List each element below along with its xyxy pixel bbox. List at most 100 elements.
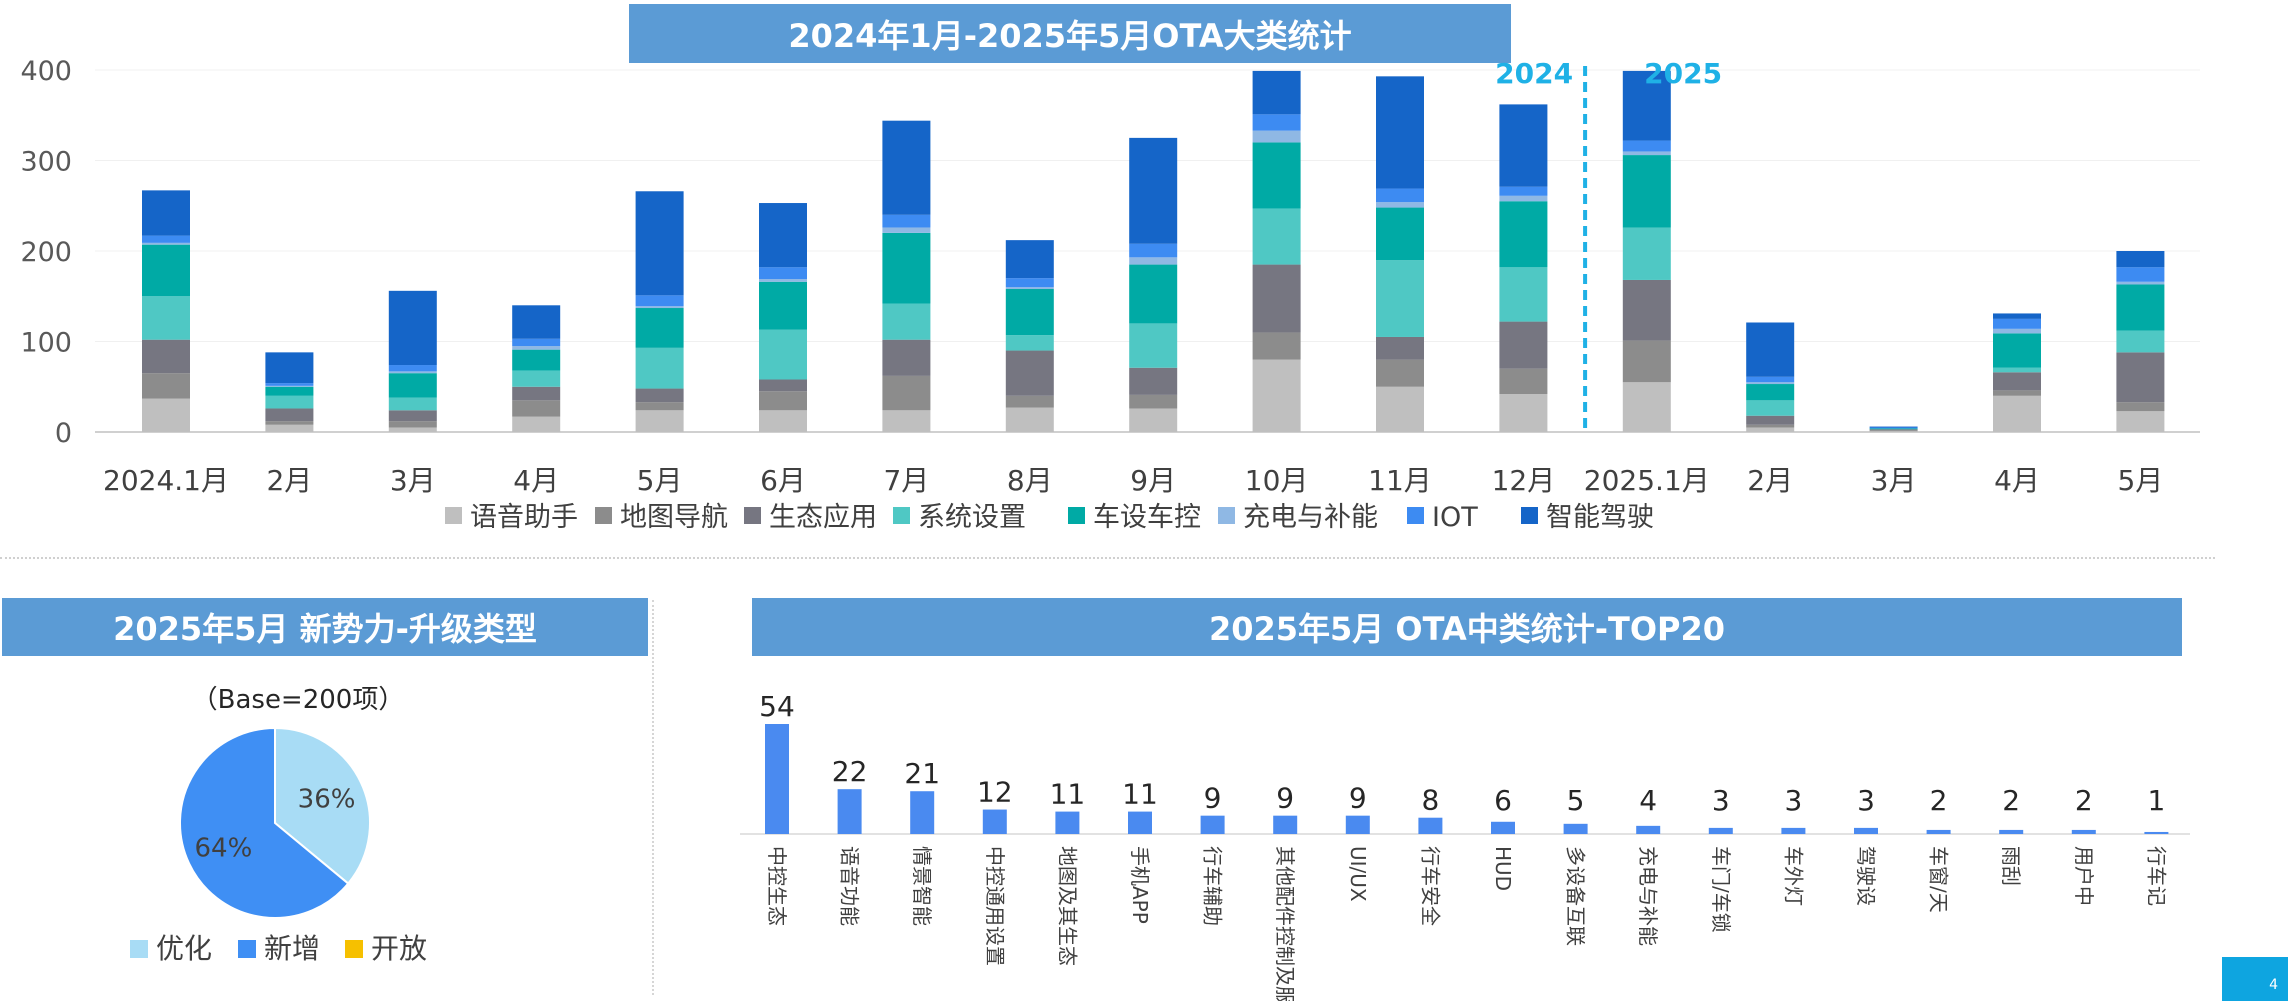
bar-segment bbox=[388, 290, 437, 366]
legend-swatch bbox=[893, 507, 910, 524]
bar-segment bbox=[1993, 367, 2041, 373]
top20-bar bbox=[1636, 825, 1661, 834]
top20-bar bbox=[2144, 831, 2169, 834]
bar-segment bbox=[882, 232, 931, 304]
bar-segment bbox=[1499, 368, 1548, 394]
bar-segment bbox=[1993, 390, 2041, 396]
legend-swatch bbox=[744, 507, 761, 524]
bar-segment bbox=[1499, 104, 1548, 187]
bar-segment bbox=[1376, 188, 1424, 203]
bar-segment bbox=[1376, 76, 1424, 189]
bar-segment bbox=[882, 303, 931, 340]
top20-value-label: 22 bbox=[832, 755, 868, 788]
x-tick-label: 4月 bbox=[513, 464, 559, 497]
bar-segment bbox=[2116, 267, 2165, 282]
bar-segment bbox=[265, 424, 314, 432]
top20-category-label: 地图及其生态 bbox=[1055, 846, 1079, 966]
legend-swatch bbox=[1068, 507, 1085, 524]
legend-label: 生态应用 bbox=[769, 502, 877, 533]
bar-segment bbox=[388, 410, 437, 422]
year-label-2024: 2024 bbox=[1495, 57, 1573, 90]
top20-bar bbox=[1854, 827, 1878, 834]
pie-data-label: 64% bbox=[195, 833, 253, 863]
bar-segment bbox=[1622, 155, 1671, 228]
x-tick-label: 10月 bbox=[1245, 464, 1309, 497]
bar-segment bbox=[142, 190, 190, 236]
bar-segment bbox=[142, 398, 190, 432]
bar-segment bbox=[1869, 427, 1918, 429]
bar-segment bbox=[1993, 328, 2041, 334]
pie-legend-swatch bbox=[238, 940, 256, 958]
bar-segment bbox=[1129, 394, 1178, 409]
bar-segment bbox=[759, 329, 807, 380]
bar-segment bbox=[1376, 202, 1424, 208]
bar-segment bbox=[1129, 243, 1178, 258]
bar-segment bbox=[142, 373, 190, 399]
legend-label: 系统设置 bbox=[918, 502, 1026, 533]
x-tick-label: 8月 bbox=[1007, 464, 1053, 497]
x-tick-label: 4月 bbox=[1994, 464, 2040, 497]
bar-segment bbox=[759, 281, 807, 330]
bar-segment bbox=[1376, 386, 1424, 432]
pie-subtitle: （Base=200项） bbox=[192, 685, 405, 715]
top20-bar bbox=[910, 791, 935, 834]
bar-segment bbox=[1005, 278, 1054, 288]
bar-segment bbox=[1252, 332, 1301, 360]
bar-segment bbox=[759, 267, 807, 280]
bar-segment bbox=[1746, 424, 1795, 428]
bar-segment bbox=[1129, 323, 1178, 368]
y-tick-label: 300 bbox=[20, 147, 72, 178]
legend-swatch bbox=[1521, 507, 1538, 524]
bar-segment bbox=[1746, 415, 1795, 425]
bar-segment bbox=[512, 349, 561, 371]
top20-bar bbox=[1273, 815, 1298, 834]
legend-swatch bbox=[1218, 507, 1235, 524]
column-divider bbox=[652, 600, 654, 995]
bar-segment bbox=[1993, 372, 2041, 391]
bar-segment bbox=[388, 365, 437, 372]
bar-segment bbox=[1252, 70, 1301, 115]
top20-value-label: 2 bbox=[2002, 784, 2020, 817]
top20-value-label: 21 bbox=[904, 757, 940, 790]
top20-category-label: 其他配件控制及服务 bbox=[1273, 846, 1297, 1001]
x-tick-label: 5月 bbox=[2117, 464, 2163, 497]
bar-segment bbox=[512, 346, 561, 350]
bar-segment bbox=[1252, 142, 1301, 209]
bar-segment bbox=[635, 308, 684, 348]
main-stacked-bar-chart: 0 100 200 300 400 2024.1月 2月 3月 4月 5月 6月 7月 8月 9月 10月 1… bbox=[20, 56, 2200, 533]
top20-bar bbox=[1708, 827, 1733, 834]
top20-category-label: 雨刮 bbox=[1999, 846, 2023, 886]
top20-value-label: 4 bbox=[1639, 784, 1657, 817]
bar-segment bbox=[2116, 411, 2165, 432]
x-tick-label: 2025.1月 bbox=[1584, 464, 1710, 497]
bar-segment bbox=[265, 352, 314, 384]
bar-segment bbox=[512, 400, 561, 417]
bar-segment bbox=[1746, 427, 1795, 432]
x-tick-label: 2月 bbox=[1747, 464, 1793, 497]
bar-segment bbox=[1005, 240, 1054, 279]
top20-category-label: 驾驶设 bbox=[1854, 846, 1878, 906]
bar-segment bbox=[2116, 402, 2165, 412]
bar-segment bbox=[1252, 114, 1301, 131]
legend-swatch bbox=[445, 507, 462, 524]
bar-segment bbox=[1376, 260, 1424, 337]
top20-value-label: 2 bbox=[2075, 784, 2093, 817]
top20-bar bbox=[765, 724, 789, 834]
pie-legend-label: 优化 bbox=[156, 932, 212, 965]
legend-label: 语音助手 bbox=[470, 502, 578, 533]
top20-value-label: 8 bbox=[1421, 784, 1439, 817]
bar-segment bbox=[1746, 382, 1795, 385]
top20-bar bbox=[1055, 811, 1080, 834]
bar-segment bbox=[1869, 431, 1918, 432]
bar-segment bbox=[2116, 330, 2165, 353]
bar-segment bbox=[1499, 186, 1548, 196]
bar-segment bbox=[635, 347, 684, 389]
y-tick-label: 100 bbox=[20, 328, 72, 359]
x-tick-label: 7月 bbox=[883, 464, 929, 497]
bar-segment bbox=[759, 391, 807, 411]
top20-value-label: 3 bbox=[1857, 784, 1875, 817]
bar-segment bbox=[265, 385, 314, 387]
bar-segment bbox=[1005, 335, 1054, 351]
top20-category-label: 车门/车锁 bbox=[1709, 846, 1733, 933]
bar-segment bbox=[388, 371, 437, 374]
